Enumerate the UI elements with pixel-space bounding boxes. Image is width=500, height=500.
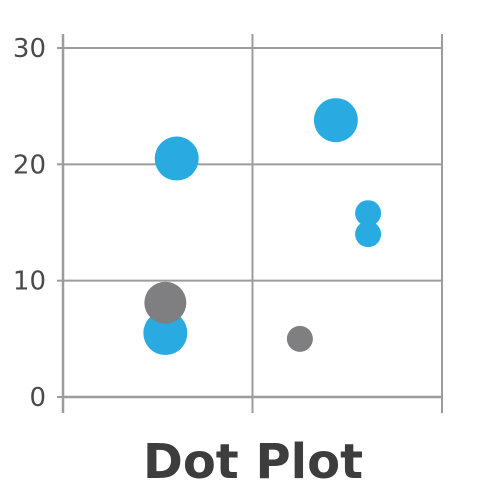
data-point: [313, 98, 358, 143]
data-point: [143, 311, 188, 356]
data-point: [355, 221, 382, 248]
y-tick-label: 0: [29, 383, 46, 413]
chart-title: Dot Plot: [143, 434, 363, 490]
data-point: [144, 281, 187, 324]
data-point: [286, 325, 313, 352]
y-tick-label: 20: [13, 150, 46, 180]
data-point: [154, 136, 199, 181]
tick-layer: 0 10 20 30: [13, 34, 46, 413]
y-tick-label: 10: [13, 267, 46, 297]
y-tick-label: 30: [13, 34, 46, 64]
point-layer: [143, 98, 382, 356]
grid-layer: [57, 34, 443, 413]
data-point: [355, 200, 382, 227]
